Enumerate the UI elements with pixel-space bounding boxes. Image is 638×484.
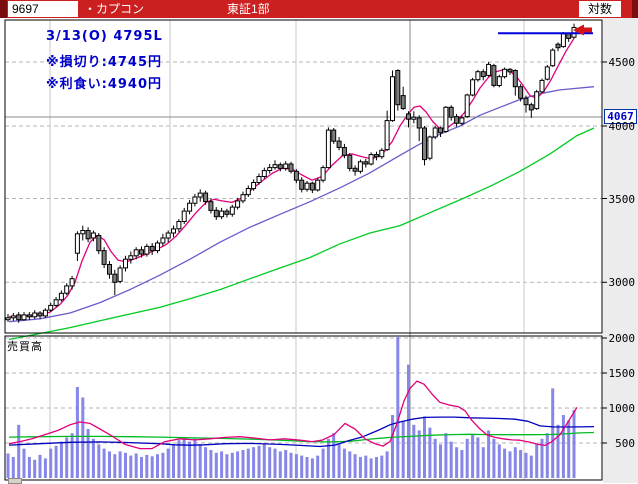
title-bar-background bbox=[0, 0, 638, 18]
crosshair-price-label: 4067 bbox=[604, 109, 637, 124]
signal-stoploss-text: ※損切り:4745円 bbox=[46, 55, 163, 70]
price-axis-label: 3000 bbox=[608, 276, 636, 289]
price-axis-label: 4500 bbox=[608, 56, 636, 69]
entry-arrow-icon bbox=[573, 24, 592, 36]
signal-takeprofit-text: ※利食い:4940円 bbox=[46, 77, 163, 92]
price-ma-lines bbox=[8, 38, 595, 341]
volume-ma-lines bbox=[8, 380, 595, 450]
volume-axis-label: 1500 bbox=[608, 367, 636, 380]
stock-name-label: カプコン bbox=[96, 2, 145, 16]
volume-axis-label: 1000 bbox=[608, 402, 636, 415]
volume-axis-label: 2000 bbox=[608, 332, 636, 345]
signal-entry-text: 3/13(O) 4795L bbox=[46, 29, 163, 44]
trade-signal-marker bbox=[498, 24, 593, 36]
price-axis-label: 3500 bbox=[608, 193, 636, 206]
price-axis-label: 4000 bbox=[608, 120, 636, 133]
title-bar-left-edge bbox=[0, 0, 7, 18]
resize-handle[interactable] bbox=[8, 478, 22, 484]
stock-code-field[interactable]: 9697 bbox=[8, 1, 78, 17]
market-section-label: 東証1部 bbox=[227, 2, 270, 16]
volume-bars bbox=[6, 337, 576, 478]
log-scale-toggle[interactable]: 対数 bbox=[579, 1, 621, 17]
title-bar: 9697 ・ カプコン 東証1部 対数 bbox=[0, 0, 638, 18]
volume-panel-title: 売買高 bbox=[7, 340, 43, 353]
title-bar-right-edge bbox=[632, 0, 638, 18]
volume-axis-label: 500 bbox=[615, 437, 635, 450]
price-axis-strip bbox=[603, 18, 638, 483]
candlestick-series bbox=[5, 23, 577, 323]
panel-borders bbox=[4, 19, 607, 481]
header-bullet: ・ bbox=[84, 2, 97, 16]
gridlines bbox=[5, 20, 602, 480]
